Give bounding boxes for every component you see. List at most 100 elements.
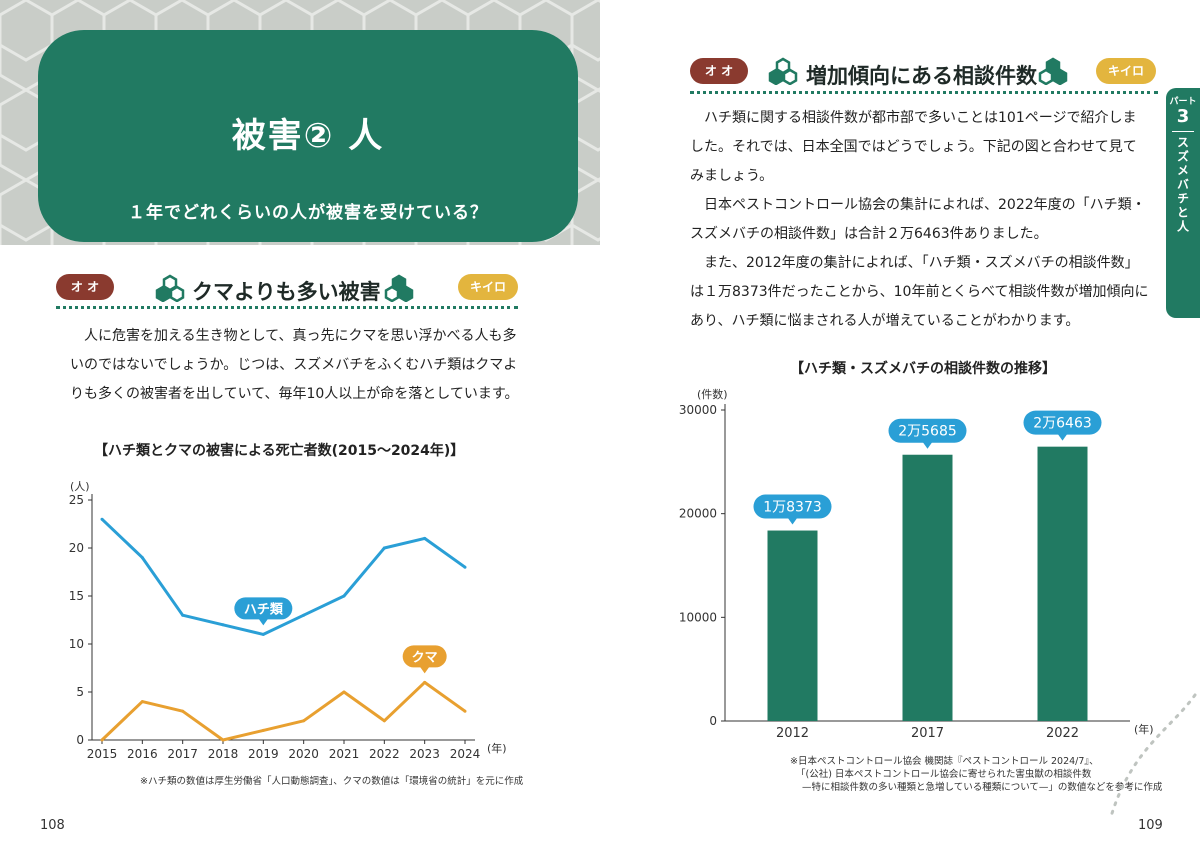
y-tick-label: 20000 (679, 507, 717, 521)
data-point (261, 728, 265, 732)
data-label-bubble (888, 418, 967, 443)
data-point (342, 690, 346, 694)
series-line (100, 518, 466, 636)
paragraph-line: スズメバチの相談件数」は合計２万6463件ありました。 (690, 226, 1048, 242)
data-label-pointer (787, 517, 798, 525)
data-label-bubble (1023, 410, 1102, 435)
y-tick-label: 20 (69, 541, 84, 555)
right-paragraph: ハチ類に関する相談件数が都市部で多いことは101ページで紹介しま した。それでは… (690, 104, 1160, 336)
x-tick-label: 2017 (911, 726, 944, 741)
hex-cluster-icon (155, 274, 185, 306)
data-point (221, 623, 225, 627)
data-label: 2万5685 (898, 424, 957, 440)
x-tick-label: 2019 (248, 747, 279, 761)
chart-title: 【ハチ類とクマの被害による死亡者数(2015〜2024年)】 (94, 443, 465, 459)
data-point (140, 700, 144, 704)
data-point (261, 632, 265, 636)
page-number: 108 (40, 818, 65, 833)
series-label-bubble (402, 645, 447, 668)
bar (902, 454, 953, 721)
data-point (140, 556, 144, 560)
hex-cluster-icon (768, 57, 798, 89)
data-point (302, 613, 306, 617)
y-tick-label: 15 (69, 589, 84, 603)
y-axis-label: (件数) (697, 388, 728, 401)
paragraph-line: みましょう。 (690, 168, 774, 184)
paragraph-line: は１万8373件だったことから、10年前とくらべて相談件数が増加傾向に (690, 284, 1149, 300)
y-tick-label: 0 (76, 733, 84, 747)
section-title: クマよりも多い被害 (192, 280, 381, 304)
part-title: スズメバチと人 (1175, 136, 1190, 234)
page-number: 109 (1138, 818, 1163, 833)
data-label-pointer (1057, 433, 1068, 441)
hex-cluster-icon (384, 274, 414, 306)
x-tick-label: 2012 (776, 726, 809, 741)
data-point (423, 680, 427, 684)
page-title: 被害② 人 (231, 116, 385, 156)
x-tick-label: 2022 (369, 747, 400, 761)
part-tab: パート 3 スズメバチと人 (1166, 88, 1200, 318)
series-label-pointer (419, 666, 430, 674)
dotted-divider (690, 91, 1158, 94)
x-tick-label: 2023 (409, 747, 440, 761)
data-point (221, 738, 225, 742)
x-tick-label: 2021 (329, 747, 360, 761)
data-point (423, 536, 427, 540)
tag-oo: オ オ (690, 58, 748, 84)
y-tick-label: 10000 (679, 610, 717, 624)
deaths-line-chart: 0 5 10 15 20 25(人) 2015 2016 2017 2018 2019 2020 202… (69, 480, 507, 761)
decorative-dot-trail (1108, 693, 1197, 822)
bar (1037, 446, 1088, 721)
paragraph-line: いのではないでしょうか。じつは、スズメバチをふくむハチ類はクマよ (70, 357, 518, 373)
data-label-pointer (922, 441, 933, 449)
y-tick-label: 30000 (679, 403, 717, 417)
data-point (382, 546, 386, 550)
note-line: —特に相談件数の多い種類と急増している種類について—」の数値などを参考に作成 (802, 782, 1163, 793)
x-axis-label: (年) (1134, 722, 1154, 736)
tag-kiiro: キイロ (458, 274, 518, 300)
x-tick-label: 2016 (127, 747, 158, 761)
chart-title: 【ハチ類・スズメバチの相談件数の推移】 (790, 361, 1056, 377)
section-title: 増加傾向にある相談件数 (806, 64, 1037, 88)
data-label-bubble (753, 494, 832, 519)
data-point (302, 719, 306, 723)
x-tick-label: 2018 (208, 747, 239, 761)
note-line: 「(公社) 日本ペストコントロール協会に寄せられた害虫獣の相談件数 (796, 769, 1092, 780)
y-tick-label: 5 (76, 685, 84, 699)
x-tick-label: 2022 (1046, 726, 1079, 741)
bar (767, 530, 818, 721)
data-label: 1万8373 (763, 500, 822, 516)
y-axis-label: (人) (70, 480, 90, 493)
series-line (100, 680, 466, 742)
tag-kiiro: キイロ (1096, 58, 1156, 84)
part-label: パート (1169, 97, 1197, 107)
title-banner (38, 30, 578, 242)
part-number: 3 (1176, 106, 1190, 127)
paragraph-line: 人に危害を加える生き物として、真っ先にクマを思い浮かべる人も多 (84, 328, 517, 344)
left-paragraph: 人に危害を加える生き物として、真っ先にクマを思い浮かべる人も多 いのではないでし… (70, 322, 530, 409)
data-point (100, 738, 104, 742)
paragraph-line: 日本ペストコントロール協会の集計によれば、2022年度の「ハチ類・ (704, 197, 1146, 213)
x-axis-label: (年) (487, 741, 507, 755)
note-line: ※日本ペストコントロール協会 機関誌『ペストコントロール 2024/7』、 (790, 756, 1099, 767)
series-label-bubble (234, 597, 293, 620)
page-subtitle: １年でどれくらいの人が被害を受けている？ (128, 203, 488, 223)
data-point (382, 719, 386, 723)
paragraph-line: また、2012年度の集計によれば、「ハチ類・スズメバチの相談件数」 (704, 255, 1139, 271)
series-label: クマ (412, 650, 438, 665)
consultations-bar-chart: 0 10000 20000 30000 (件数) (年) 2012 1万8373 2017 2万5… (679, 388, 1154, 741)
chart-source-note: ※日本ペストコントロール協会 機関誌『ペストコントロール 2024/7』、 「(… (790, 755, 1162, 794)
paragraph-line: りも多くの被害者を出していて、毎年10人以上が命を落としています。 (70, 386, 519, 402)
x-tick-label: 2020 (288, 747, 319, 761)
chart-source-note: ※ハチ類の数値は厚生労働省「人口動態調査」、クマの数値は「環境省の統計」を元に作… (140, 776, 524, 787)
x-tick-label: 2024 (450, 747, 481, 761)
y-tick-label: 25 (69, 493, 84, 507)
x-tick-label: 2015 (87, 747, 118, 761)
hex-cluster-icon (1038, 57, 1068, 89)
data-point (181, 613, 185, 617)
paragraph-line: ハチ類に関する相談件数が都市部で多いことは101ページで紹介しま (704, 110, 1137, 126)
dotted-divider (56, 306, 518, 309)
part-divider (1172, 131, 1194, 132)
data-point (463, 709, 467, 713)
data-point (342, 594, 346, 598)
